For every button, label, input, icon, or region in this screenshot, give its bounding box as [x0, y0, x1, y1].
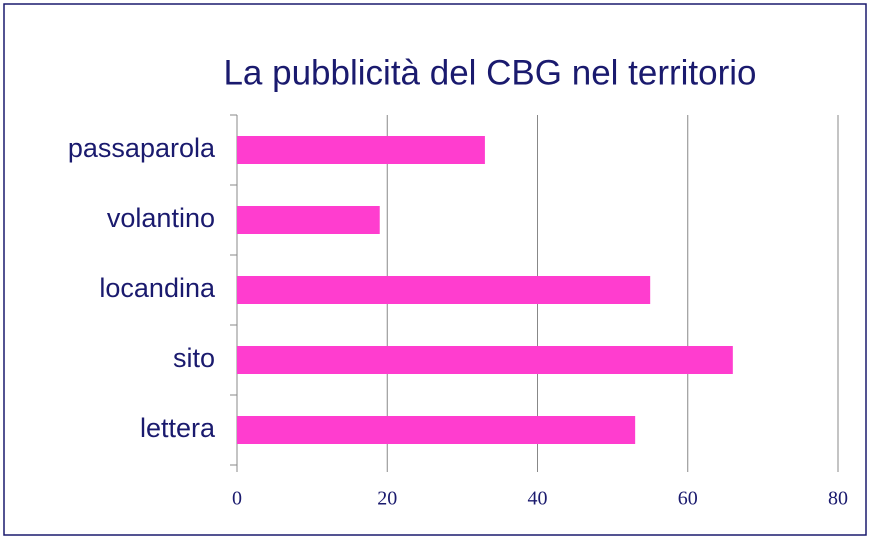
x-tick-label: 60: [678, 488, 698, 510]
y-tick-label: locandina: [99, 273, 216, 303]
bar: [237, 346, 733, 374]
chart-title: La pubblicità del CBG nel territorio: [223, 53, 756, 92]
x-tick-label: 80: [828, 488, 848, 510]
bar: [237, 416, 636, 444]
bar: [237, 276, 651, 304]
y-tick-label: volantino: [107, 203, 215, 233]
y-tick-label: sito: [173, 343, 215, 373]
x-tick-label: 40: [528, 488, 548, 510]
x-tick-label: 0: [232, 488, 242, 510]
bar: [237, 206, 380, 234]
bar: [237, 136, 485, 164]
y-tick-label: lettera: [140, 413, 216, 443]
frame: [3, 3, 867, 536]
y-tick-label: passaparola: [68, 133, 216, 163]
x-tick-label: 20: [377, 488, 397, 510]
